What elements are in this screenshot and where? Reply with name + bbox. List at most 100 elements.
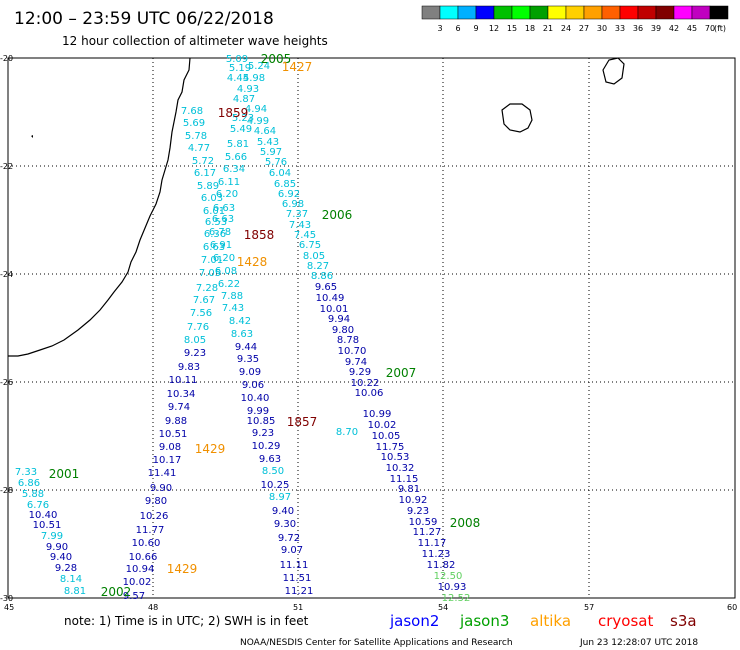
wave-height-value: 9.30 xyxy=(274,519,296,530)
wave-height-value: 5.24 xyxy=(248,61,270,72)
latitude-axis: -20 -22 -24 -26 -28 -30 xyxy=(0,54,13,603)
wave-height-value: 5.69 xyxy=(183,118,205,129)
wave-height-value: 10.99 xyxy=(363,409,392,420)
pass-time-label: 1429 xyxy=(167,562,198,576)
wave-height-value: 9.80 xyxy=(332,325,354,336)
color-scale-label: 39 xyxy=(651,24,661,33)
color-scale-label: 36 xyxy=(633,24,643,33)
wave-height-value: 7.01 xyxy=(201,255,223,266)
wave-height-value: 11.41 xyxy=(148,468,177,479)
pass-time-label: 2001 xyxy=(49,467,80,481)
wave-height-value: 4.64 xyxy=(254,126,276,137)
wave-height-value: 11.77 xyxy=(136,525,165,536)
color-scale-swatch xyxy=(547,5,567,20)
wave-height-value: 11.51 xyxy=(283,573,312,584)
wave-height-value: 11.11 xyxy=(280,560,309,571)
wave-height-value: 10.02 xyxy=(368,420,397,431)
wave-height-value: 9.23 xyxy=(252,428,274,439)
wave-height-value: 9.65 xyxy=(315,282,337,293)
wave-height-value: 5.78 xyxy=(185,131,207,142)
color-scale-unit: (ft) xyxy=(714,24,726,33)
wave-height-value: 8.42 xyxy=(229,316,251,327)
map-subtitle: 12 hour collection of altimeter wave hei… xyxy=(62,34,328,48)
footer-note: note: 1) Time is in UTC; 2) SWH is in fe… xyxy=(64,614,309,628)
wave-height-value: 6.53 xyxy=(205,217,227,228)
wave-height-value: 9.80 xyxy=(145,496,167,507)
wave-height-value: 8.86 xyxy=(311,271,333,282)
wave-height-value: 6.22 xyxy=(218,279,240,290)
wave-height-value: 9.57 xyxy=(123,591,145,602)
wave-height-value: 6.63 xyxy=(213,203,235,214)
lon-tick-label: 48 xyxy=(148,603,158,612)
wave-height-value: 9.29 xyxy=(349,367,371,378)
wave-height-value: 6.20 xyxy=(213,253,235,264)
wave-height-value: 5.81 xyxy=(227,139,249,150)
lon-tick-label: 57 xyxy=(584,603,594,612)
wave-height-value: 11.17 xyxy=(418,538,447,549)
wave-height-value: 10.26 xyxy=(140,511,169,522)
color-scale-label: 42 xyxy=(669,24,679,33)
lat-tick-label: -22 xyxy=(0,162,13,171)
wave-height-value: 7.37 xyxy=(286,209,308,220)
wave-height-value: 7.05 xyxy=(199,268,221,279)
wave-height-value: 5.23 xyxy=(232,113,254,124)
wave-height-value: 9.83 xyxy=(178,362,200,373)
color-scale-swatch xyxy=(619,5,639,20)
lon-tick-label: 54 xyxy=(438,603,448,612)
wave-height-value: 6.63 xyxy=(203,242,225,253)
color-scale-label: 18 xyxy=(525,24,535,33)
wave-height-value: 8.97 xyxy=(269,492,291,503)
pass-time-label: 1857 xyxy=(287,415,318,429)
wave-height-value: 10.06 xyxy=(355,388,384,399)
color-scale-label: 27 xyxy=(579,24,589,33)
wave-height-value: 6.34 xyxy=(223,164,245,175)
wave-height-value: 10.29 xyxy=(252,441,281,452)
wave-height-value: 9.90 xyxy=(46,542,68,553)
wave-height-value: 11.15 xyxy=(390,474,419,485)
wave-height-value: 9.09 xyxy=(239,367,261,378)
wave-height-value: 7.43 xyxy=(222,303,244,314)
color-scale-swatch xyxy=(565,5,585,20)
wave-height-value: 6.76 xyxy=(27,500,49,511)
wave-height-value: 5.76 xyxy=(265,157,287,168)
lon-tick-label: 60 xyxy=(727,603,737,612)
wave-height-value: 11.75 xyxy=(376,442,405,453)
wave-height-value: 9.63 xyxy=(259,454,281,465)
wave-height-value: 8.27 xyxy=(307,261,329,272)
wave-height-value: 4.87 xyxy=(233,94,255,105)
wave-height-value: 10.22 xyxy=(351,378,380,389)
wave-height-values: 5.095.195.244.454.984.934.874.944.995.23… xyxy=(15,54,470,604)
wave-height-value: 9.23 xyxy=(407,506,429,517)
wave-height-value: 7.76 xyxy=(187,322,209,333)
wave-height-value: 7.43 xyxy=(289,220,311,231)
color-scale-label: 3 xyxy=(437,24,442,33)
satellite-legend-entry: altika xyxy=(530,612,571,630)
wave-height-value: 9.99 xyxy=(247,406,269,417)
wave-height-value: 9.08 xyxy=(159,442,181,453)
madagascar-coastline xyxy=(8,57,191,357)
pass-time-label: 2002 xyxy=(101,585,132,599)
wave-height-value: 10.85 xyxy=(247,416,276,427)
wave-height-value: 7.28 xyxy=(196,283,218,294)
wave-height-value: 5.19 xyxy=(229,63,251,74)
color-scale-label: 9 xyxy=(473,24,478,33)
wave-height-value: 10.05 xyxy=(372,431,401,442)
pass-time-label: 2007 xyxy=(386,366,417,380)
lon-tick-label: 45 xyxy=(4,603,14,612)
lat-tick-label: -24 xyxy=(0,270,13,279)
wave-height-value: 9.90 xyxy=(150,483,172,494)
wave-height-value: 7.68 xyxy=(181,106,203,117)
wave-height-value: 8.70 xyxy=(336,427,358,438)
wave-height-value: 10.34 xyxy=(167,389,196,400)
color-scale-swatch xyxy=(637,5,657,20)
wave-height-value: 6.11 xyxy=(218,177,240,188)
wave-height-value: 5.66 xyxy=(225,152,247,163)
wave-height-value: 10.17 xyxy=(153,455,182,466)
satellite-legend-entry: cryosat xyxy=(598,612,653,630)
wave-height-value: 10.11 xyxy=(169,375,198,386)
lon-tick-label: 51 xyxy=(293,603,303,612)
satellite-legend: jason2 jason3 altika cryosat s3a xyxy=(389,612,697,630)
wave-height-value: 10.53 xyxy=(381,452,410,463)
wave-height-value: 9.94 xyxy=(328,314,350,325)
